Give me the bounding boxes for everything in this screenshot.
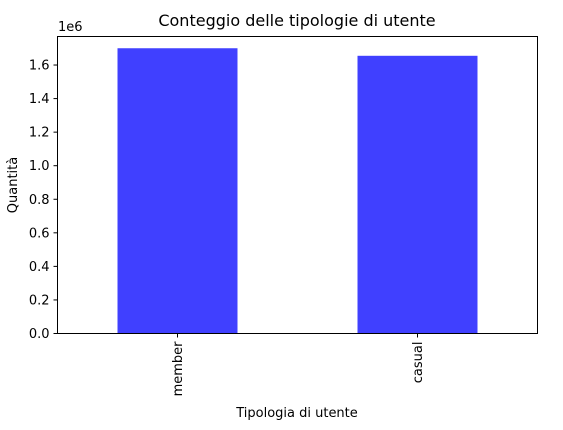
x-tick-label-member: member xyxy=(171,341,186,397)
x-tick-label-casual: casual xyxy=(411,342,426,384)
y-axis-label: Quantità xyxy=(6,157,21,213)
bar-casual xyxy=(357,55,478,334)
y-tick-label: 0.2 xyxy=(29,293,50,308)
y-axis-offset-label: 1e6 xyxy=(58,20,83,35)
y-tick-label: 1.0 xyxy=(29,159,50,174)
y-tick-label: 1.6 xyxy=(29,59,50,74)
y-tick-label: 1.2 xyxy=(29,126,50,141)
y-tick-label: 1.4 xyxy=(29,92,50,107)
chart-title: Conteggio delle tipologie di utente xyxy=(158,11,435,30)
x-axis-label: Tipologia di utente xyxy=(235,406,358,421)
y-tick-label: 0.0 xyxy=(29,327,50,342)
y-axis-ticks: 0.0 0.2 0.4 0.6 0.8 1.0 1.2 1.4 1.6 xyxy=(29,59,58,342)
plot-area-frame xyxy=(57,36,538,334)
y-tick-label: 0.6 xyxy=(29,226,50,241)
bar-member xyxy=(117,48,238,334)
bars-group xyxy=(117,48,478,334)
y-tick-label: 0.4 xyxy=(29,260,50,275)
y-tick-label: 0.8 xyxy=(29,193,50,208)
x-axis-ticks: member casual xyxy=(171,333,426,397)
